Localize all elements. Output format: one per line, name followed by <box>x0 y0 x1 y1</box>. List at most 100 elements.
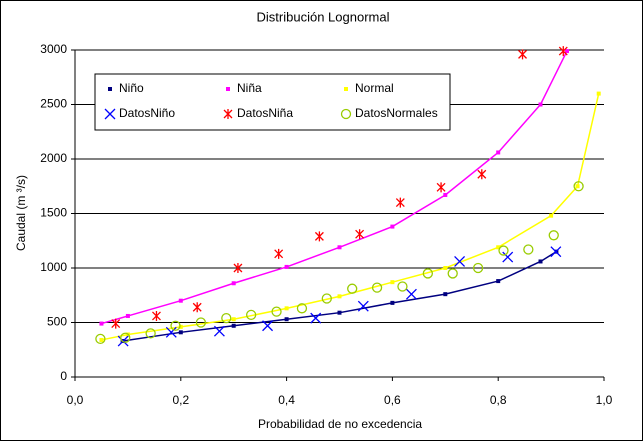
point <box>550 246 562 258</box>
point <box>226 87 230 91</box>
y-axis-label: Caudal (m ³/s) <box>14 175 28 251</box>
y-tick-label: 2500 <box>40 97 67 111</box>
x-tick-label: 0,8 <box>490 393 507 407</box>
point <box>344 87 348 91</box>
point <box>314 231 324 242</box>
point <box>454 256 466 267</box>
point <box>390 224 395 229</box>
y-tick-label: 500 <box>47 315 67 329</box>
point <box>321 293 332 304</box>
point <box>178 324 183 329</box>
point <box>390 280 395 285</box>
point <box>422 268 433 279</box>
point <box>170 320 181 331</box>
point <box>262 320 274 332</box>
point <box>231 317 236 322</box>
point <box>496 245 501 250</box>
point <box>284 264 289 269</box>
point <box>443 192 448 197</box>
x-axis-label: Probabilidad de no excedencia <box>258 417 422 431</box>
point <box>337 294 342 299</box>
x-tick-label: 0,4 <box>278 393 295 407</box>
point <box>573 181 584 192</box>
point <box>340 108 352 120</box>
point <box>355 229 365 240</box>
point <box>436 182 446 193</box>
point <box>575 184 580 189</box>
point <box>447 268 458 279</box>
point <box>145 328 156 339</box>
point <box>496 279 501 284</box>
point <box>564 49 569 54</box>
point <box>223 109 233 119</box>
legend-label: DatosNormales <box>355 106 438 120</box>
y-tick-label: 2000 <box>40 151 67 165</box>
point <box>284 306 289 311</box>
point <box>165 326 177 338</box>
point <box>213 325 225 337</box>
point <box>472 262 484 274</box>
point <box>231 323 236 328</box>
point <box>538 102 543 107</box>
point <box>125 313 130 318</box>
x-tick-label: 0,6 <box>384 393 401 407</box>
point <box>99 321 104 326</box>
point <box>271 306 282 317</box>
x-tick-label: 0,2 <box>172 393 189 407</box>
legend-label: Normal <box>355 81 394 95</box>
point <box>390 300 395 305</box>
point <box>549 213 554 218</box>
y-tick-label: 1000 <box>40 260 67 274</box>
point <box>397 281 408 292</box>
point <box>99 337 104 342</box>
point <box>104 108 116 120</box>
point <box>443 292 448 297</box>
point <box>443 266 448 270</box>
point <box>538 259 543 264</box>
point <box>296 303 308 314</box>
point <box>195 317 207 328</box>
point <box>192 302 202 313</box>
point <box>152 310 161 321</box>
point <box>246 309 257 321</box>
point <box>395 197 405 208</box>
point <box>337 310 342 315</box>
point <box>558 46 568 57</box>
point <box>310 312 322 324</box>
point <box>233 263 243 273</box>
point <box>95 333 106 345</box>
legend-label: Niño <box>119 81 144 95</box>
point <box>120 332 131 343</box>
legend: Niño Niña Normal DatosNiño DatosNiña DatosNor… <box>94 73 451 131</box>
point <box>498 245 509 256</box>
legend-label: DatosNiña <box>237 106 293 120</box>
point <box>231 281 236 286</box>
point <box>477 169 487 180</box>
point <box>502 251 514 263</box>
point <box>596 91 601 96</box>
point <box>284 317 289 322</box>
x-tick-label: 0,0 <box>67 393 84 407</box>
legend-label: DatosNiño <box>119 106 175 120</box>
point <box>178 298 183 303</box>
point <box>405 288 417 300</box>
point <box>274 248 284 259</box>
point <box>523 244 534 255</box>
point <box>357 300 369 312</box>
point <box>178 330 183 335</box>
x-tick-label: 1,0 <box>596 393 613 407</box>
point <box>337 245 342 250</box>
y-tick-label: 0 <box>60 369 67 383</box>
chart-title: Distribución Lognormal <box>257 9 390 24</box>
y-tick-label: 3000 <box>40 42 67 56</box>
legend-box <box>94 73 451 131</box>
point <box>518 49 527 60</box>
point <box>371 282 383 293</box>
point <box>111 318 121 329</box>
point <box>221 312 232 324</box>
point <box>117 335 129 347</box>
point <box>108 87 112 91</box>
